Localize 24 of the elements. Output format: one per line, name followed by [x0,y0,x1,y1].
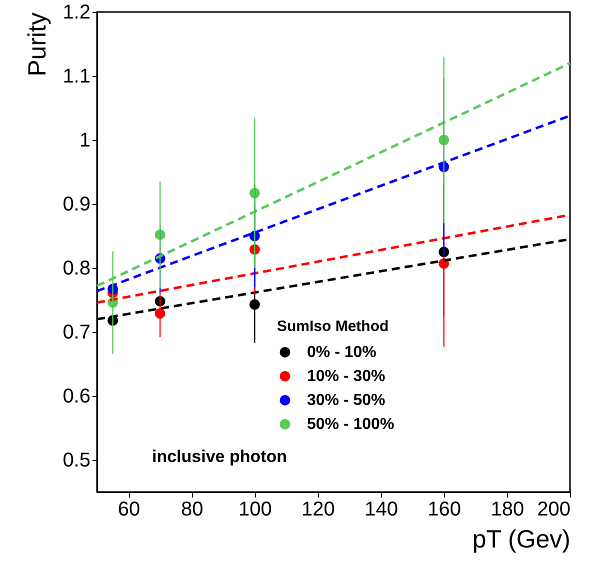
y-tick-label: 0.8 [62,258,90,280]
y-tick-label: 1.1 [62,66,90,88]
legend-title: SumIso Method [277,318,389,336]
x-tick-label: 160 [428,498,462,520]
legend-label: 30% - 50% [307,392,386,410]
y-tick-label: 0.5 [62,450,90,472]
x-tick-label: 180 [490,498,524,520]
y-tick-label: 1.2 [62,2,90,24]
legend-label: 10% - 30% [307,368,386,386]
annotation: inclusive photon [152,447,288,466]
y-tick-label: 1 [79,130,90,152]
x-tick-label: 200 [537,498,570,520]
x-tick-label: 120 [302,498,335,520]
y-tick-label: 0.9 [62,194,90,216]
x-tick-label: 100 [238,498,272,520]
x-tick-label: 140 [364,498,398,520]
x-tick-label: 80 [180,498,204,520]
legend-label: 50% - 100% [307,416,394,434]
y-tick-label: 0.7 [62,322,90,344]
x-tick-label: 60 [118,498,140,520]
x-axis-title: pT (Gev) [472,526,570,554]
y-tick-label: 0.6 [62,386,90,408]
y-axis-title: Purity [24,12,52,76]
legend-label: 0% - 10% [307,344,376,362]
